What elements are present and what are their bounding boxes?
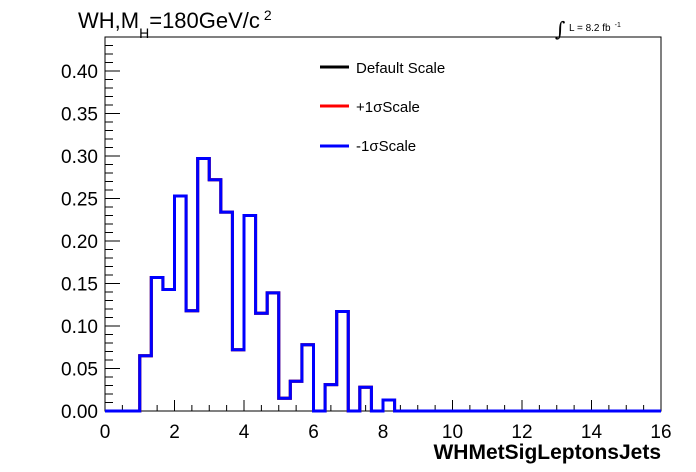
y-tick-label: 0.35 xyxy=(61,105,98,126)
title-main: WH,M xyxy=(78,8,139,33)
title-subscript: H xyxy=(139,25,149,41)
legend-label-default-scale: Default Scale xyxy=(356,60,445,77)
y-tick-label: 0.40 xyxy=(61,62,98,83)
chart-title: WH,MH=180GeV/c 2 xyxy=(78,7,272,41)
x-tick-label: 12 xyxy=(511,422,532,443)
lumi-text: L = 8.2 fb xyxy=(569,23,611,34)
y-tick-label: 0.05 xyxy=(61,360,98,381)
x-tick-label: 0 xyxy=(100,422,111,443)
plot-frame xyxy=(104,36,662,412)
series-minus1sigma-line xyxy=(105,157,661,413)
y-tick-label: 0.10 xyxy=(61,317,98,338)
integral-sign: ∫ xyxy=(555,17,565,41)
lumi-label: L = 8.2 fb -1 xyxy=(569,22,621,34)
y-tick-label: 0.30 xyxy=(61,147,98,168)
x-tick-label: 2 xyxy=(169,422,180,443)
x-tick-label: 6 xyxy=(308,422,319,443)
series-default-scale-line xyxy=(105,157,661,413)
y-axis: 0.00 0.05 0.10 0.15 0.20 0.25 0.30 0.35 0.40 xyxy=(61,36,120,423)
y-tick-label: 0.25 xyxy=(61,190,98,211)
y-tick-label: 0.15 xyxy=(61,275,98,296)
x-axis-label: WHMetSigLeptonsJets xyxy=(433,441,661,464)
y-tick-label: 0.20 xyxy=(61,232,98,253)
x-tick-label: 8 xyxy=(378,422,389,443)
legend-label-minus1sigma: -1σScale xyxy=(356,138,416,155)
x-tick-label: 10 xyxy=(442,422,463,443)
x-tick-label: 16 xyxy=(650,422,671,443)
x-axis: 0 2 4 6 8 10 12 14 16 xyxy=(100,400,672,443)
legend: Default Scale +1σScale -1σScale xyxy=(320,60,445,155)
lumi-superscript: -1 xyxy=(615,22,621,29)
y-tick-label: 0.00 xyxy=(61,402,98,423)
legend-label-plus1sigma: +1σScale xyxy=(356,99,420,116)
series-plus1sigma-line xyxy=(105,157,661,413)
title-rest: =180GeV/c xyxy=(149,8,260,33)
x-tick-label: 14 xyxy=(581,422,603,443)
x-tick-label: 4 xyxy=(239,422,250,443)
title-superscript: 2 xyxy=(264,7,272,23)
